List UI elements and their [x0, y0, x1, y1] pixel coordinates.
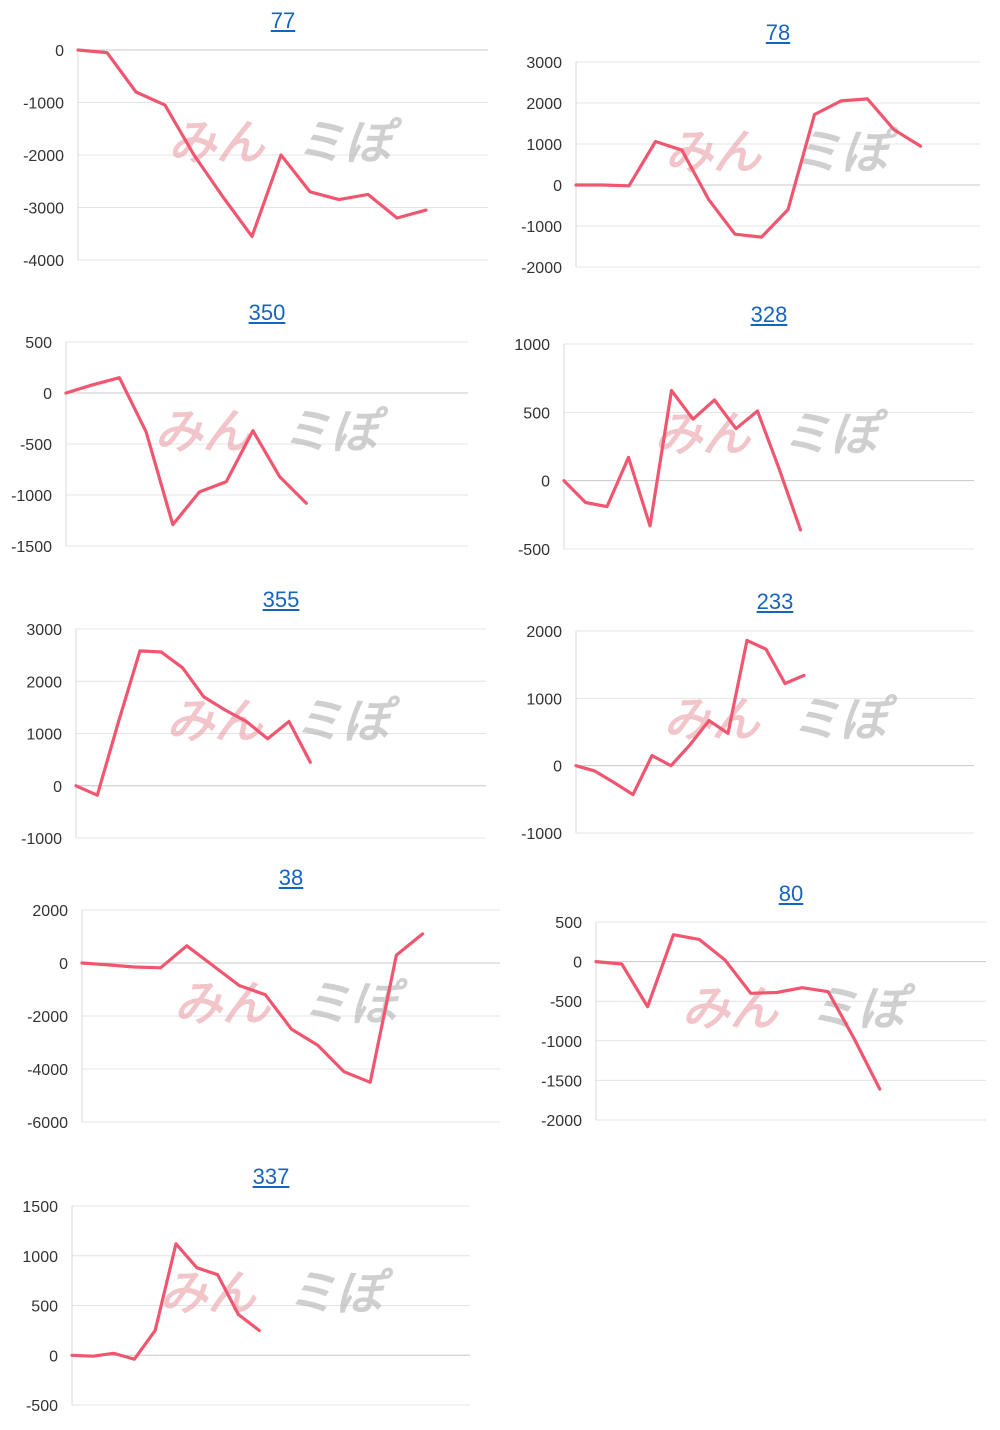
- y-tick-label: -4000: [23, 253, 64, 270]
- y-tick-label: 1000: [22, 1249, 58, 1266]
- y-tick-label: 2000: [32, 903, 68, 920]
- y-tick-label: 1000: [526, 691, 562, 708]
- chart-panel: 328 1000 500 0 -500 みん ミぽ: [500, 290, 1000, 575]
- watermark-mark: ミぽ: [296, 115, 402, 171]
- chart-title-link[interactable]: 337: [252, 1164, 290, 1189]
- y-tick-label: -1500: [541, 1073, 582, 1090]
- y-tick-label: -1000: [521, 219, 562, 236]
- watermark-mark: ミぽ: [810, 981, 916, 1037]
- y-tick-label: 0: [541, 474, 550, 491]
- y-tick-label: 1000: [26, 727, 62, 744]
- chart-panel: 350 500 0 -500 -1000 -1500 みん ミぽ: [0, 290, 500, 575]
- series-line: [70, 1242, 261, 1361]
- chart-title-link[interactable]: 233: [756, 589, 794, 614]
- chart-panel: 80 500 0 -500 -1000 -1500 -2000 みん ミぽ: [500, 865, 1000, 1150]
- chart-panel: 355 3000 2000 1000 0 -1000 みん ミぽ: [0, 575, 500, 865]
- y-tick-label: 0: [53, 779, 62, 796]
- chart-panel: 337 1500 1000 500 0 -500 みん ミぽ: [0, 1150, 500, 1430]
- watermark-mark: みん: [682, 981, 780, 1037]
- line-chart: 0 -1000 -2000 -3000 -4000 みん ミぽ: [23, 43, 488, 270]
- y-tick-label: -500: [20, 437, 52, 454]
- chart-title-link[interactable]: 355: [262, 587, 300, 612]
- watermark-mark: みん: [160, 1265, 258, 1321]
- chart-panel: 233 2000 1000 0 -1000 みん ミぽ: [500, 575, 1000, 865]
- y-tick-label: -1000: [11, 488, 52, 505]
- chart-title-link[interactable]: 78: [765, 20, 791, 45]
- y-tick-label: 0: [553, 178, 562, 195]
- series-line: [594, 933, 882, 1091]
- y-tick-label: -1000: [521, 826, 562, 843]
- y-tick-label: 0: [49, 1348, 58, 1365]
- watermark-mark: みん: [154, 404, 252, 460]
- y-tick-label: -3000: [23, 201, 64, 218]
- series-line: [80, 932, 425, 1084]
- y-tick-label: -4000: [27, 1062, 68, 1079]
- y-tick-label: -1500: [11, 539, 52, 556]
- line-chart: 1000 500 0 -500 みん ミぽ: [514, 337, 974, 559]
- watermark-mark: みん: [168, 115, 266, 171]
- y-tick-label: -500: [550, 994, 582, 1011]
- watermark-mark: みん: [665, 125, 763, 181]
- chart-title-link[interactable]: 80: [778, 881, 804, 906]
- line-chart: 500 0 -500 -1000 -1500 みん ミぽ: [11, 335, 468, 556]
- line-chart: 2000 0 -2000 -4000 -6000 みん ミぽ: [27, 903, 500, 1132]
- y-tick-label: 1000: [514, 337, 550, 354]
- y-tick-label: 0: [553, 759, 562, 776]
- watermark-mark: ミぽ: [294, 694, 400, 750]
- chart-panel: 77 0 -1000 -2000 -3000 -4000 みん ミぽ: [0, 0, 500, 290]
- watermark-mark: みん: [654, 407, 752, 463]
- y-tick-label: -2000: [23, 148, 64, 165]
- watermark-mark: ミぽ: [288, 1265, 394, 1321]
- y-tick-label: 500: [25, 335, 52, 352]
- series-line: [76, 48, 428, 238]
- y-tick-label: 0: [573, 955, 582, 972]
- y-tick-label: 2000: [26, 674, 62, 691]
- series-line: [74, 649, 312, 797]
- chart-title-link[interactable]: 350: [248, 300, 286, 325]
- y-tick-label: -6000: [27, 1115, 68, 1132]
- y-tick-label: 2000: [526, 96, 562, 113]
- y-tick-label: 500: [555, 915, 582, 932]
- y-tick-label: -500: [518, 542, 550, 559]
- chart-panel: 38 2000 0 -2000 -4000 -6000 みん ミぽ: [0, 855, 510, 1140]
- y-tick-label: 1500: [22, 1199, 58, 1216]
- line-chart: 1500 1000 500 0 -500 みん ミぽ: [22, 1199, 470, 1415]
- watermark-mark: ミぽ: [282, 404, 388, 460]
- line-chart: 2000 1000 0 -1000 みん ミぽ: [521, 624, 974, 843]
- watermark-mark: ミぽ: [792, 692, 898, 748]
- watermark-mark: みん: [664, 692, 762, 748]
- series-line: [64, 376, 308, 527]
- y-tick-label: 3000: [26, 622, 62, 639]
- watermark-mark: ミぽ: [302, 976, 408, 1032]
- y-tick-label: 1000: [526, 137, 562, 154]
- y-tick-label: 500: [523, 405, 550, 422]
- series-line: [562, 388, 803, 532]
- y-tick-label: -2000: [521, 260, 562, 277]
- line-chart: 500 0 -500 -1000 -1500 -2000 みん ミぽ: [541, 915, 986, 1130]
- y-tick-label: -2000: [541, 1113, 582, 1130]
- y-tick-label: 0: [59, 956, 68, 973]
- y-tick-label: 2000: [526, 624, 562, 641]
- y-tick-label: -2000: [27, 1009, 68, 1026]
- y-tick-label: 500: [31, 1299, 58, 1316]
- series-line: [574, 638, 806, 797]
- y-tick-label: 3000: [526, 55, 562, 72]
- y-tick-label: 0: [55, 43, 64, 60]
- y-tick-label: -1000: [21, 831, 62, 848]
- y-tick-label: -500: [26, 1398, 58, 1415]
- y-tick-label: 0: [43, 386, 52, 403]
- watermark-mark: みん: [174, 976, 272, 1032]
- series-line: [574, 97, 923, 239]
- chart-title-link[interactable]: 328: [750, 302, 788, 327]
- chart-panel: 78 3000 2000 1000 0 -1000 -2000 みん ミぽ: [500, 0, 1000, 290]
- y-tick-label: -1000: [541, 1034, 582, 1051]
- chart-title-link[interactable]: 38: [278, 865, 304, 890]
- chart-title-link[interactable]: 77: [270, 8, 296, 33]
- y-tick-label: -1000: [23, 96, 64, 113]
- watermark-mark: ミぽ: [782, 407, 888, 463]
